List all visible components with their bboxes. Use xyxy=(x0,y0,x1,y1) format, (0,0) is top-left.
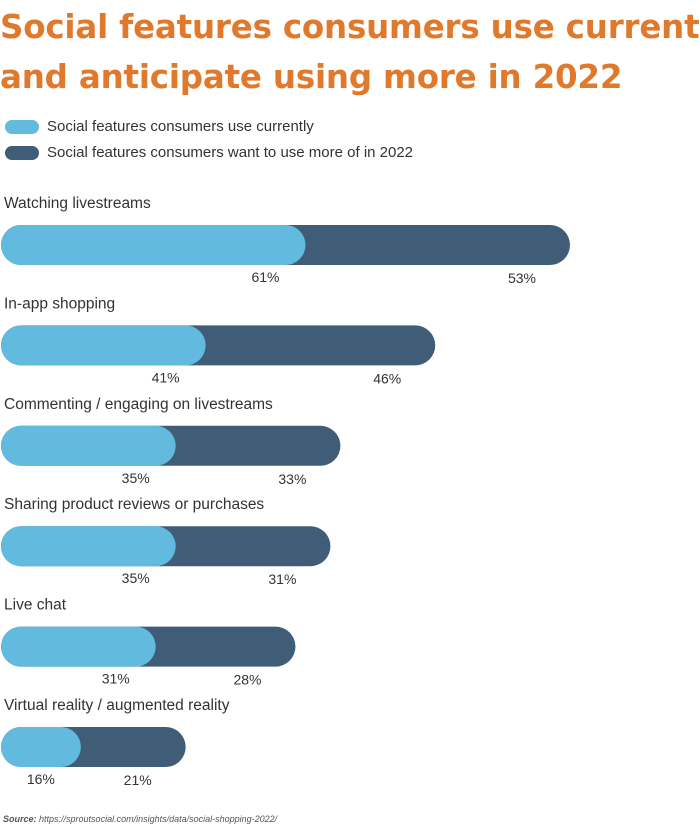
value-label-future: 31% xyxy=(268,571,296,587)
chart-title: Social features consumers use currently … xyxy=(0,2,700,102)
legend-label-current: Social features consumers use currently xyxy=(47,118,314,135)
value-label-future: 53% xyxy=(508,270,536,286)
category-label: Sharing product reviews or purchases xyxy=(4,496,264,513)
category-label: Virtual reality / augmented reality xyxy=(4,697,230,714)
source-prefix: Source: xyxy=(3,814,37,824)
legend-swatch-future xyxy=(5,146,39,160)
bar-current xyxy=(1,225,306,265)
value-label-current: 35% xyxy=(122,470,150,486)
category-label: Commenting / engaging on livestreams xyxy=(4,396,273,413)
value-label-current: 16% xyxy=(27,771,55,787)
bar-current xyxy=(1,325,206,366)
category-label: Watching livestreams xyxy=(4,195,151,212)
legend-swatch-current xyxy=(5,120,39,134)
value-label-current: 61% xyxy=(251,269,279,285)
bar-current xyxy=(1,425,176,466)
value-label-current: 41% xyxy=(152,369,180,385)
bar-current xyxy=(1,727,81,767)
source-url: https://sproutsocial.com/insights/data/s… xyxy=(39,814,278,824)
bar-current xyxy=(1,526,176,567)
bar-current xyxy=(1,626,156,667)
value-label-future: 46% xyxy=(373,370,401,386)
category-label: Live chat xyxy=(4,597,67,614)
value-label-future: 33% xyxy=(278,471,306,487)
value-label-current: 35% xyxy=(122,570,150,586)
chart-title-line-1: Social features consumers use currently xyxy=(0,8,700,46)
value-label-future: 21% xyxy=(124,772,152,788)
value-label-future: 28% xyxy=(233,672,261,688)
legend-label-future: Social features consumers want to use mo… xyxy=(47,144,414,161)
source-note: Source: https://sproutsocial.com/insight… xyxy=(3,814,277,824)
chart-title-line-2: and anticipate using more in 2022 xyxy=(0,58,623,96)
category-label: In-app shopping xyxy=(4,295,115,312)
value-label-current: 31% xyxy=(102,671,130,687)
